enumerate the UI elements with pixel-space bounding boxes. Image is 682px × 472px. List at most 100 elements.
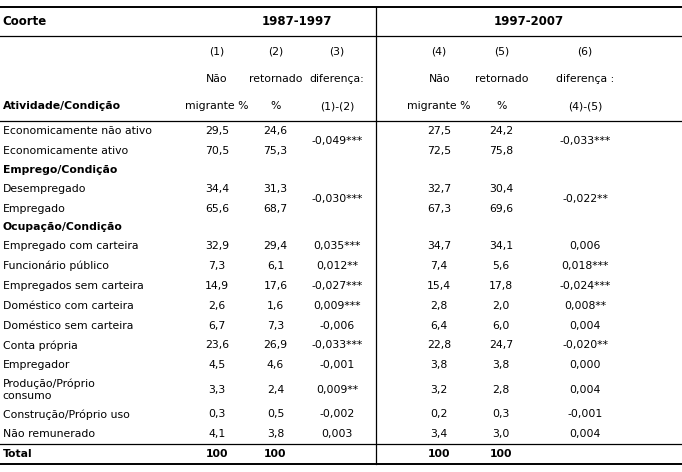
Text: Empregados sem carteira: Empregados sem carteira <box>3 281 143 291</box>
Text: -0,049***: -0,049*** <box>311 136 363 146</box>
Text: 2,4: 2,4 <box>267 385 284 395</box>
Text: 0,004: 0,004 <box>569 429 601 439</box>
Text: -0,022**: -0,022** <box>562 194 608 203</box>
Text: 4,1: 4,1 <box>208 429 226 439</box>
Text: 1997-2007: 1997-2007 <box>494 15 564 28</box>
Text: 68,7: 68,7 <box>263 203 288 213</box>
Text: (5): (5) <box>494 46 509 56</box>
Text: Conta própria: Conta própria <box>3 340 78 351</box>
Text: 0,000: 0,000 <box>569 360 601 370</box>
Text: Doméstico com carteira: Doméstico com carteira <box>3 301 134 311</box>
Text: 1987-1997: 1987-1997 <box>261 15 332 28</box>
Text: %: % <box>496 101 507 111</box>
Text: consumo: consumo <box>3 391 53 401</box>
Text: 29,4: 29,4 <box>263 241 288 251</box>
Text: 0,3: 0,3 <box>492 409 510 419</box>
Text: 0,2: 0,2 <box>430 409 448 419</box>
Text: -0,024***: -0,024*** <box>559 281 611 291</box>
Text: 7,3: 7,3 <box>267 320 284 330</box>
Text: (1): (1) <box>209 46 224 56</box>
Text: 2,6: 2,6 <box>208 301 226 311</box>
Text: 0,009**: 0,009** <box>316 385 358 395</box>
Text: 0,003: 0,003 <box>321 429 353 439</box>
Text: 17,8: 17,8 <box>489 281 514 291</box>
Text: 0,008**: 0,008** <box>564 301 606 311</box>
Text: 34,4: 34,4 <box>205 184 229 194</box>
Text: -0,020**: -0,020** <box>562 340 608 350</box>
Text: 27,5: 27,5 <box>427 126 451 136</box>
Text: 0,018***: 0,018*** <box>561 261 609 271</box>
Text: 32,9: 32,9 <box>205 241 229 251</box>
Text: 30,4: 30,4 <box>489 184 514 194</box>
Text: 70,5: 70,5 <box>205 146 229 156</box>
Text: 3,8: 3,8 <box>430 360 448 370</box>
Text: 100: 100 <box>490 449 512 459</box>
Text: Total: Total <box>3 449 32 459</box>
Text: 0,009***: 0,009*** <box>313 301 361 311</box>
Text: Não: Não <box>428 74 450 84</box>
Text: 22,8: 22,8 <box>427 340 451 350</box>
Text: 0,012**: 0,012** <box>316 261 358 271</box>
Text: 32,7: 32,7 <box>427 184 451 194</box>
Text: Construção/Próprio uso: Construção/Próprio uso <box>3 409 130 420</box>
Text: 5,6: 5,6 <box>492 261 510 271</box>
Text: %: % <box>270 101 281 111</box>
Text: 29,5: 29,5 <box>205 126 229 136</box>
Text: (3): (3) <box>329 46 344 56</box>
Text: 3,2: 3,2 <box>430 385 448 395</box>
Text: 4,5: 4,5 <box>208 360 226 370</box>
Text: 34,7: 34,7 <box>427 241 451 251</box>
Text: -0,001: -0,001 <box>319 360 355 370</box>
Text: (4)-(5): (4)-(5) <box>568 101 602 111</box>
Text: Atividade/Condição: Atividade/Condição <box>3 101 121 111</box>
Text: 24,6: 24,6 <box>263 126 288 136</box>
Text: (4): (4) <box>432 46 447 56</box>
Text: diferença:: diferença: <box>310 74 364 84</box>
Text: 0,035***: 0,035*** <box>313 241 361 251</box>
Text: 75,3: 75,3 <box>263 146 288 156</box>
Text: 3,3: 3,3 <box>208 385 226 395</box>
Text: 31,3: 31,3 <box>263 184 288 194</box>
Text: 100: 100 <box>265 449 286 459</box>
Text: migrante %: migrante % <box>407 101 471 111</box>
Text: 14,9: 14,9 <box>205 281 229 291</box>
Text: 4,6: 4,6 <box>267 360 284 370</box>
Text: 3,8: 3,8 <box>492 360 510 370</box>
Text: 100: 100 <box>428 449 450 459</box>
Text: 65,6: 65,6 <box>205 203 229 213</box>
Text: Emprego/Condição: Emprego/Condição <box>3 165 117 175</box>
Text: (6): (6) <box>578 46 593 56</box>
Text: Funcionário público: Funcionário público <box>3 261 108 271</box>
Text: diferença :: diferença : <box>556 74 614 84</box>
Text: -0,006: -0,006 <box>319 320 355 330</box>
Text: Empregado: Empregado <box>3 203 65 213</box>
Text: 34,1: 34,1 <box>489 241 514 251</box>
Text: Coorte: Coorte <box>3 15 47 28</box>
Text: 2,8: 2,8 <box>492 385 510 395</box>
Text: Doméstico sem carteira: Doméstico sem carteira <box>3 320 133 330</box>
Text: Ocupação/Condição: Ocupação/Condição <box>3 222 123 232</box>
Text: 0,3: 0,3 <box>208 409 226 419</box>
Text: -0,002: -0,002 <box>319 409 355 419</box>
Text: 7,3: 7,3 <box>208 261 226 271</box>
Text: 3,4: 3,4 <box>430 429 448 439</box>
Text: Produção/Próprio: Produção/Próprio <box>3 378 95 388</box>
Text: migrante %: migrante % <box>185 101 249 111</box>
Text: 0,006: 0,006 <box>569 241 601 251</box>
Text: Não: Não <box>206 74 228 84</box>
Text: 2,8: 2,8 <box>430 301 448 311</box>
Text: Empregado com carteira: Empregado com carteira <box>3 241 138 251</box>
Text: 75,8: 75,8 <box>489 146 514 156</box>
Text: 0,004: 0,004 <box>569 385 601 395</box>
Text: 23,6: 23,6 <box>205 340 229 350</box>
Text: -0,030***: -0,030*** <box>311 194 363 203</box>
Text: retornado: retornado <box>249 74 302 84</box>
Text: Economicamente ativo: Economicamente ativo <box>3 146 128 156</box>
Text: Empregador: Empregador <box>3 360 70 370</box>
Text: 7,4: 7,4 <box>430 261 448 271</box>
Text: Economicamente não ativo: Economicamente não ativo <box>3 126 151 136</box>
Text: 1,6: 1,6 <box>267 301 284 311</box>
Text: -0,027***: -0,027*** <box>311 281 363 291</box>
Text: Não remunerado: Não remunerado <box>3 429 95 439</box>
Text: 67,3: 67,3 <box>427 203 451 213</box>
